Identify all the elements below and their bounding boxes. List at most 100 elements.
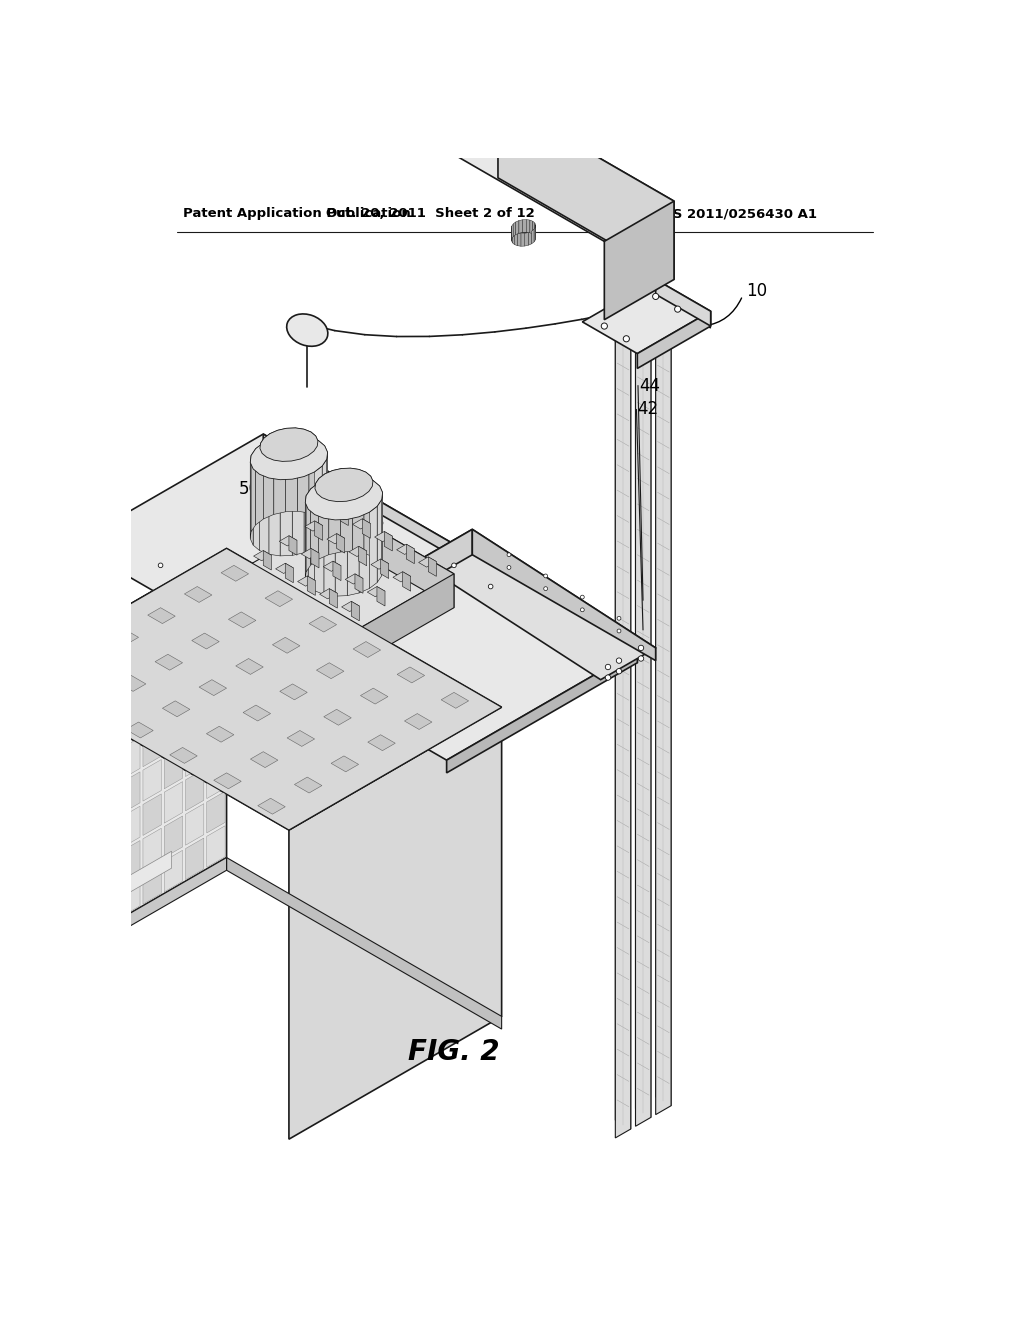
Polygon shape: [263, 438, 273, 519]
Polygon shape: [304, 429, 311, 445]
Polygon shape: [331, 756, 358, 772]
Circle shape: [616, 668, 622, 675]
Polygon shape: [512, 230, 514, 244]
Polygon shape: [58, 672, 76, 713]
Polygon shape: [79, 899, 97, 941]
Polygon shape: [305, 521, 323, 531]
Polygon shape: [355, 574, 362, 593]
Polygon shape: [207, 619, 225, 661]
Polygon shape: [79, 762, 97, 804]
Polygon shape: [428, 557, 436, 577]
Polygon shape: [260, 449, 262, 466]
Polygon shape: [347, 516, 359, 595]
Circle shape: [652, 293, 658, 300]
Polygon shape: [323, 459, 327, 543]
Polygon shape: [122, 841, 140, 882]
Polygon shape: [428, 99, 674, 242]
Polygon shape: [258, 799, 286, 814]
Polygon shape: [317, 494, 322, 511]
Polygon shape: [122, 669, 140, 710]
Polygon shape: [58, 878, 76, 919]
Polygon shape: [369, 486, 373, 504]
Polygon shape: [318, 478, 329, 560]
Polygon shape: [37, 752, 55, 793]
Circle shape: [544, 574, 548, 578]
Polygon shape: [58, 741, 76, 781]
Polygon shape: [155, 655, 182, 671]
Polygon shape: [283, 461, 292, 474]
Polygon shape: [498, 99, 674, 280]
Polygon shape: [37, 684, 55, 725]
Polygon shape: [170, 747, 198, 763]
Polygon shape: [79, 624, 97, 667]
Polygon shape: [185, 598, 204, 639]
Polygon shape: [521, 234, 524, 247]
Polygon shape: [207, 550, 225, 593]
Polygon shape: [243, 705, 270, 721]
Polygon shape: [14, 548, 502, 830]
Polygon shape: [298, 576, 315, 586]
Polygon shape: [308, 451, 313, 469]
Polygon shape: [362, 491, 369, 508]
Polygon shape: [333, 561, 341, 581]
Polygon shape: [316, 663, 344, 678]
Polygon shape: [143, 793, 162, 836]
Polygon shape: [207, 722, 225, 764]
Polygon shape: [58, 843, 76, 884]
Polygon shape: [143, 587, 162, 630]
Polygon shape: [207, 585, 225, 627]
Polygon shape: [14, 548, 502, 830]
Polygon shape: [37, 718, 55, 759]
Circle shape: [581, 595, 585, 599]
Polygon shape: [15, 661, 34, 704]
Polygon shape: [397, 667, 425, 682]
Polygon shape: [636, 304, 651, 1117]
Polygon shape: [600, 315, 631, 333]
Circle shape: [122, 543, 126, 546]
Polygon shape: [37, 855, 55, 896]
Polygon shape: [260, 428, 317, 462]
Polygon shape: [228, 612, 256, 628]
Polygon shape: [15, 902, 34, 944]
Circle shape: [617, 630, 621, 632]
Polygon shape: [251, 449, 256, 532]
Polygon shape: [374, 480, 380, 562]
Polygon shape: [655, 280, 711, 326]
Polygon shape: [524, 232, 528, 246]
Polygon shape: [304, 473, 314, 553]
Polygon shape: [122, 738, 140, 779]
Circle shape: [616, 657, 622, 664]
Polygon shape: [58, 706, 76, 747]
Circle shape: [601, 323, 607, 329]
Polygon shape: [100, 750, 119, 791]
Polygon shape: [352, 519, 371, 529]
Polygon shape: [260, 438, 264, 455]
Circle shape: [507, 565, 511, 569]
Text: Oct. 20, 2011  Sheet 2 of 12: Oct. 20, 2011 Sheet 2 of 12: [327, 207, 536, 220]
Polygon shape: [58, 638, 76, 678]
Polygon shape: [185, 701, 204, 742]
Polygon shape: [79, 727, 97, 770]
Polygon shape: [143, 622, 162, 664]
Polygon shape: [519, 219, 522, 234]
Polygon shape: [366, 473, 371, 488]
Polygon shape: [214, 774, 242, 789]
Polygon shape: [265, 591, 293, 607]
Polygon shape: [319, 474, 325, 491]
Polygon shape: [305, 475, 383, 520]
Polygon shape: [207, 688, 225, 730]
Polygon shape: [164, 781, 182, 824]
Text: 50: 50: [239, 480, 260, 499]
Polygon shape: [207, 826, 225, 867]
Polygon shape: [15, 764, 34, 807]
Circle shape: [378, 520, 383, 525]
Polygon shape: [315, 469, 373, 502]
Polygon shape: [345, 574, 362, 583]
Polygon shape: [254, 550, 271, 561]
Polygon shape: [344, 511, 454, 607]
Polygon shape: [346, 499, 355, 513]
Polygon shape: [100, 715, 119, 756]
Circle shape: [507, 553, 511, 557]
Polygon shape: [341, 475, 352, 552]
Polygon shape: [384, 532, 392, 550]
